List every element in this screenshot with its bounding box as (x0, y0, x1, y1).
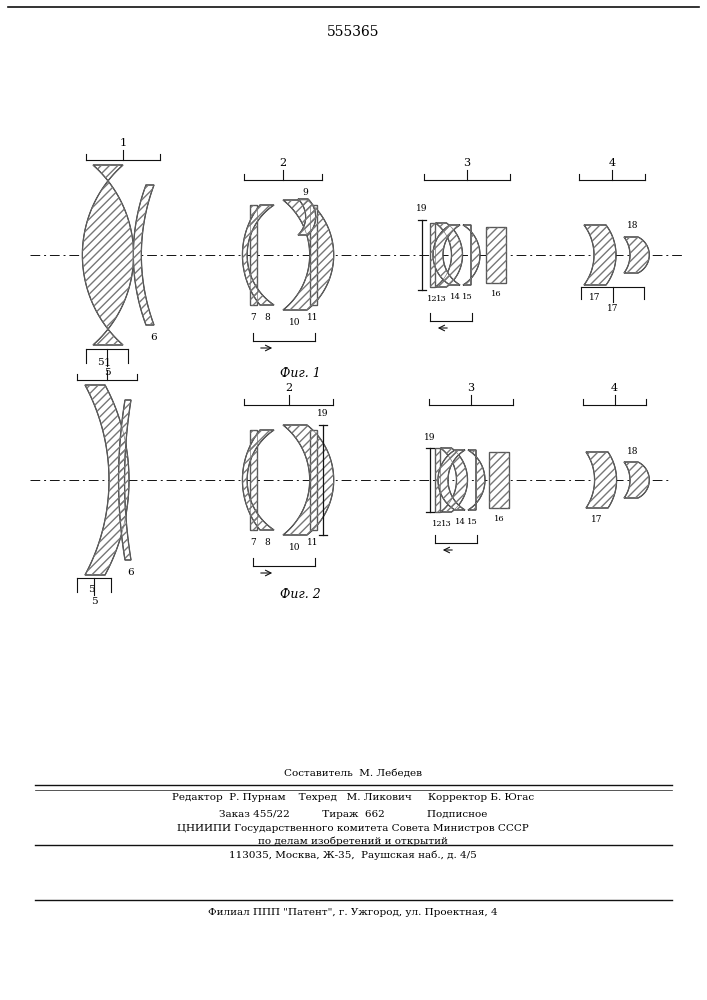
Polygon shape (243, 205, 274, 305)
Text: 17: 17 (589, 293, 601, 302)
Polygon shape (468, 450, 485, 510)
Text: 11: 11 (308, 538, 319, 547)
Text: 16: 16 (493, 515, 504, 523)
Text: 15: 15 (462, 293, 472, 301)
Polygon shape (310, 205, 317, 305)
Text: 5: 5 (90, 597, 98, 606)
Text: 7: 7 (250, 313, 256, 322)
Polygon shape (433, 225, 460, 285)
Polygon shape (463, 225, 480, 285)
Text: Заказ 455/22          Тираж  662             Подписное: Заказ 455/22 Тираж 662 Подписное (218, 810, 487, 819)
Polygon shape (283, 425, 334, 535)
Polygon shape (283, 200, 334, 310)
Text: 18: 18 (627, 447, 638, 456)
Text: 17: 17 (591, 515, 603, 524)
Polygon shape (119, 400, 131, 560)
Polygon shape (489, 452, 509, 508)
Text: 1: 1 (103, 358, 110, 368)
Text: 13: 13 (436, 295, 446, 303)
Text: 113035, Москва, Ж-35,  Раушская наб., д. 4/5: 113035, Москва, Ж-35, Раушская наб., д. … (229, 850, 477, 859)
Polygon shape (586, 452, 617, 508)
Text: Фиг. 1: Фиг. 1 (280, 367, 320, 380)
Polygon shape (429, 223, 435, 287)
Text: 3: 3 (467, 383, 474, 393)
Polygon shape (298, 199, 315, 235)
Text: 5: 5 (97, 358, 103, 367)
Text: 17: 17 (607, 304, 618, 313)
Text: 9: 9 (302, 188, 308, 197)
Text: 14: 14 (450, 293, 460, 301)
Text: 7: 7 (250, 538, 256, 547)
Text: 2: 2 (285, 383, 292, 393)
Text: 8: 8 (264, 538, 270, 547)
Text: 12: 12 (432, 520, 443, 528)
Text: 18: 18 (627, 221, 638, 230)
Polygon shape (438, 450, 465, 510)
Polygon shape (134, 185, 154, 325)
Text: Редактор  Р. Пурнам    Техред   М. Ликович     Корректор Б. Югас: Редактор Р. Пурнам Техред М. Ликович Кор… (172, 793, 534, 802)
Text: 13: 13 (440, 520, 451, 528)
Text: 2: 2 (279, 158, 286, 168)
Polygon shape (435, 448, 440, 512)
Text: 6: 6 (128, 568, 134, 577)
Text: 4: 4 (611, 383, 618, 393)
Polygon shape (486, 227, 506, 283)
Text: 16: 16 (491, 290, 501, 298)
Text: 19: 19 (416, 204, 428, 213)
Text: 5: 5 (104, 368, 110, 377)
Polygon shape (624, 462, 649, 498)
Polygon shape (250, 430, 257, 530)
Polygon shape (250, 205, 257, 305)
Polygon shape (85, 385, 129, 575)
Text: 4: 4 (609, 158, 616, 168)
Text: 3: 3 (463, 158, 471, 168)
Text: 10: 10 (289, 543, 300, 552)
Text: 15: 15 (467, 518, 477, 526)
Text: Составитель  М. Лебедев: Составитель М. Лебедев (284, 769, 422, 778)
Text: 5: 5 (88, 585, 94, 594)
Polygon shape (624, 237, 649, 273)
Text: 19: 19 (317, 409, 329, 418)
Polygon shape (436, 223, 462, 287)
Text: 19: 19 (424, 433, 436, 442)
Text: 12: 12 (427, 295, 438, 303)
Text: 555365: 555365 (327, 25, 379, 39)
Text: 10: 10 (289, 318, 300, 327)
Text: 8: 8 (264, 313, 270, 322)
Text: 11: 11 (308, 313, 319, 322)
Polygon shape (243, 430, 274, 530)
Text: Филиал ППП "Патент", г. Ужгород, ул. Проектная, 4: Филиал ППП "Патент", г. Ужгород, ул. Про… (208, 908, 498, 917)
Polygon shape (440, 448, 467, 512)
Polygon shape (584, 225, 616, 285)
Text: 1: 1 (119, 138, 127, 148)
Text: ЦНИИПИ Государственного комитета Совета Министров СССР: ЦНИИПИ Государственного комитета Совета … (177, 824, 529, 833)
Text: по делам изобретений и открытий: по делам изобретений и открытий (258, 837, 448, 846)
Text: 6: 6 (151, 333, 158, 342)
Polygon shape (83, 165, 134, 345)
Text: 14: 14 (455, 518, 465, 526)
Text: Фиг. 2: Фиг. 2 (280, 588, 320, 601)
Polygon shape (310, 430, 317, 530)
